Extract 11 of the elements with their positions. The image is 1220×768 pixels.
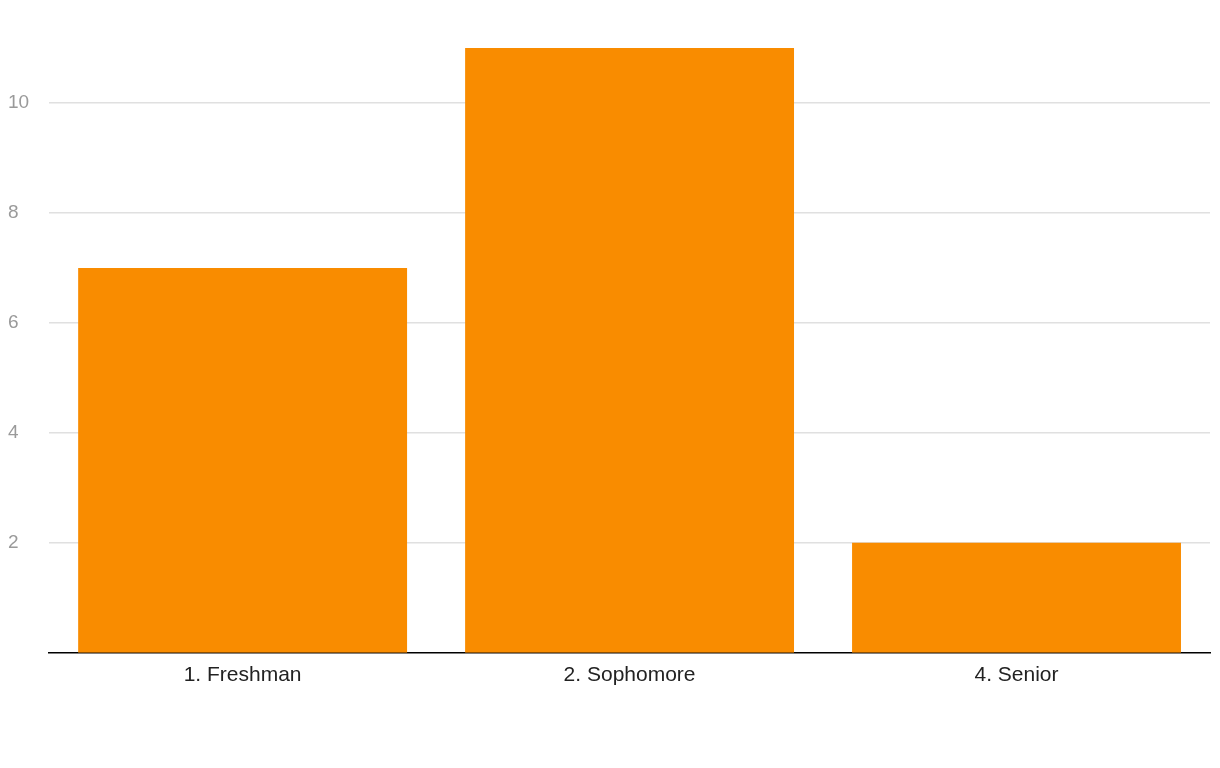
x-tick-label: 4. Senior — [974, 662, 1059, 686]
bar — [465, 48, 795, 653]
y-tick-label: 4 — [8, 421, 19, 443]
y-tick-label: 10 — [8, 91, 30, 113]
x-tick-label: 2. Sophomore — [563, 662, 696, 686]
y-tick-label: 6 — [8, 311, 19, 333]
y-tick-label: 8 — [8, 201, 19, 223]
bar — [78, 267, 408, 653]
x-tick-label: 1. Freshman — [183, 662, 302, 686]
bar — [852, 542, 1181, 653]
y-tick-label: 2 — [8, 531, 19, 553]
